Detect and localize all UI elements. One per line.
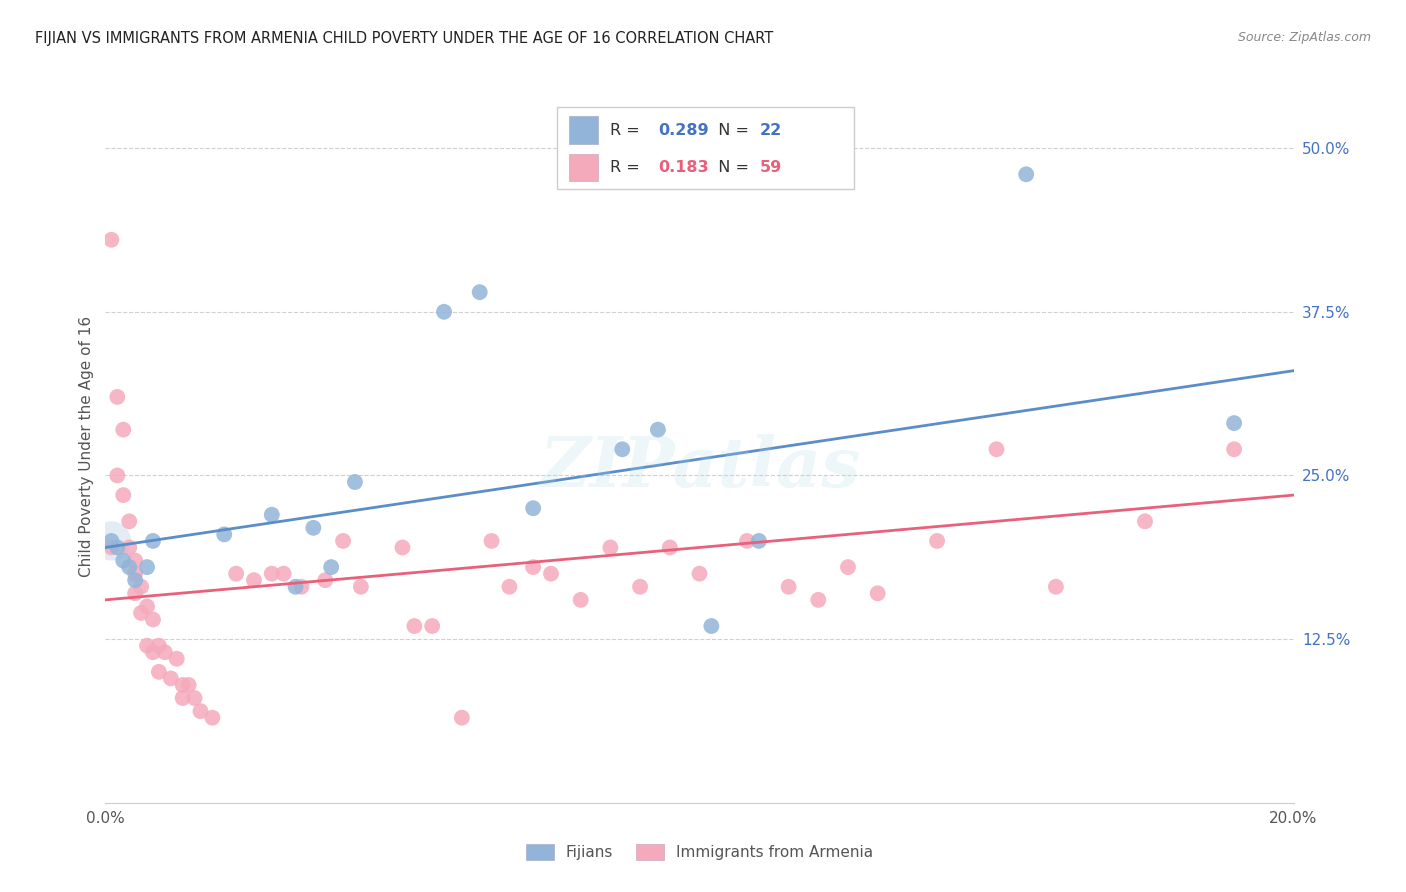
- Point: [612, 442, 634, 457]
- Point: [118, 560, 141, 574]
- Point: [343, 475, 366, 489]
- Point: [700, 619, 723, 633]
- Point: [1223, 442, 1246, 457]
- Point: [136, 599, 159, 614]
- Point: [1133, 514, 1156, 528]
- Text: FIJIAN VS IMMIGRANTS FROM ARMENIA CHILD POVERTY UNDER THE AGE OF 16 CORRELATION : FIJIAN VS IMMIGRANTS FROM ARMENIA CHILD …: [35, 31, 773, 46]
- Point: [100, 233, 122, 247]
- Point: [190, 704, 212, 718]
- Point: [1015, 167, 1038, 181]
- Point: [243, 573, 266, 587]
- Point: [124, 586, 146, 600]
- Point: [599, 541, 621, 555]
- FancyBboxPatch shape: [557, 107, 853, 189]
- Point: [647, 423, 669, 437]
- Point: [522, 501, 544, 516]
- Point: [214, 527, 236, 541]
- Point: [927, 533, 949, 548]
- Point: [172, 678, 194, 692]
- Text: R =: R =: [610, 122, 645, 137]
- Point: [420, 619, 443, 633]
- Point: [148, 639, 170, 653]
- FancyBboxPatch shape: [569, 154, 599, 181]
- Point: [522, 560, 544, 574]
- Point: [332, 533, 354, 548]
- Point: [321, 560, 343, 574]
- Point: [124, 566, 146, 581]
- Point: [166, 652, 188, 666]
- Text: 59: 59: [761, 161, 782, 175]
- Text: N =: N =: [707, 122, 754, 137]
- Point: [689, 566, 711, 581]
- Point: [129, 580, 152, 594]
- Point: [1223, 416, 1246, 430]
- Point: [153, 645, 176, 659]
- Point: [159, 672, 181, 686]
- Point: [273, 566, 295, 581]
- Point: [735, 533, 758, 548]
- Point: [105, 541, 128, 555]
- Point: [136, 639, 159, 653]
- Point: [118, 514, 141, 528]
- Point: [778, 580, 800, 594]
- Point: [468, 285, 491, 300]
- Legend: Fijians, Immigrants from Armenia: Fijians, Immigrants from Armenia: [520, 838, 879, 866]
- Point: [986, 442, 1008, 457]
- Point: [148, 665, 170, 679]
- Point: [225, 566, 247, 581]
- Text: Source: ZipAtlas.com: Source: ZipAtlas.com: [1237, 31, 1371, 45]
- Text: N =: N =: [707, 161, 754, 175]
- Point: [136, 560, 159, 574]
- Point: [807, 592, 830, 607]
- Point: [540, 566, 562, 581]
- Point: [260, 508, 283, 522]
- Point: [142, 645, 165, 659]
- Point: [748, 533, 770, 548]
- Point: [112, 553, 135, 567]
- Text: ZIPatlas: ZIPatlas: [538, 434, 860, 501]
- Point: [112, 488, 135, 502]
- Text: R =: R =: [610, 161, 645, 175]
- Point: [350, 580, 373, 594]
- Point: [284, 580, 307, 594]
- Point: [124, 553, 146, 567]
- Point: [118, 541, 141, 555]
- Point: [105, 468, 128, 483]
- Point: [314, 573, 336, 587]
- Point: [433, 305, 456, 319]
- Point: [142, 612, 165, 626]
- Point: [105, 390, 128, 404]
- Point: [142, 533, 165, 548]
- Point: [628, 580, 651, 594]
- Point: [404, 619, 426, 633]
- Point: [100, 541, 122, 555]
- Point: [481, 533, 503, 548]
- Point: [658, 541, 681, 555]
- Point: [569, 592, 592, 607]
- Point: [100, 533, 122, 548]
- Point: [866, 586, 889, 600]
- Point: [391, 541, 413, 555]
- Text: 0.289: 0.289: [658, 122, 709, 137]
- Text: 22: 22: [761, 122, 782, 137]
- Point: [201, 711, 224, 725]
- Point: [290, 580, 312, 594]
- Point: [450, 711, 472, 725]
- FancyBboxPatch shape: [569, 117, 599, 144]
- Point: [177, 678, 200, 692]
- Point: [124, 573, 146, 587]
- Point: [129, 606, 152, 620]
- Point: [260, 566, 283, 581]
- Y-axis label: Child Poverty Under the Age of 16: Child Poverty Under the Age of 16: [79, 316, 94, 576]
- Point: [498, 580, 520, 594]
- Point: [837, 560, 859, 574]
- Point: [1045, 580, 1067, 594]
- Point: [172, 691, 194, 706]
- Text: 0.183: 0.183: [658, 161, 709, 175]
- Point: [112, 423, 135, 437]
- Point: [302, 521, 325, 535]
- Point: [100, 533, 122, 548]
- Point: [183, 691, 205, 706]
